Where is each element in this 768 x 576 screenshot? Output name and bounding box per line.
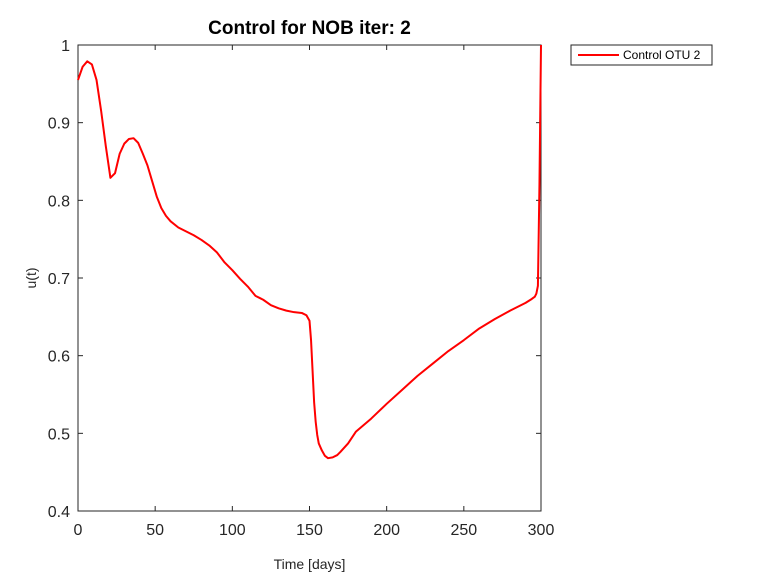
series-layer [77, 44, 542, 460]
x-axis-label: Time [days] [274, 556, 346, 572]
y-tick-label: 0.9 [48, 116, 70, 133]
y-tick-label: 0.6 [48, 349, 70, 366]
y-tick-label: 0.5 [48, 426, 70, 443]
plot-area [77, 44, 542, 512]
x-axis: 0 50 100 150 200 250 300 [74, 45, 555, 539]
y-tick-label: 0.4 [48, 504, 70, 521]
legend: Control OTU 2 [570, 44, 713, 66]
y-tick-label: 0.7 [48, 271, 70, 288]
chart-title: Control for NOB iter: 2 [208, 18, 411, 39]
y-tick-label: 1 [61, 38, 70, 55]
x-tick-label: 50 [146, 522, 164, 539]
y-axis: 0.4 0.5 0.6 0.7 0.8 0.9 1 [48, 38, 541, 521]
legend-entry-label: Control OTU 2 [623, 48, 701, 62]
legend-box [570, 44, 713, 66]
axes-box [77, 44, 542, 512]
y-tick-label: 0.8 [48, 193, 70, 210]
x-tick-label: 250 [450, 522, 477, 539]
x-tick-label: 150 [296, 522, 323, 539]
series-line [77, 44, 542, 460]
y-axis-label: u(t) [23, 268, 39, 289]
x-tick-label: 100 [219, 522, 246, 539]
x-tick-label: 0 [74, 522, 83, 539]
x-tick-label: 300 [528, 522, 555, 539]
x-tick-label: 200 [373, 522, 400, 539]
